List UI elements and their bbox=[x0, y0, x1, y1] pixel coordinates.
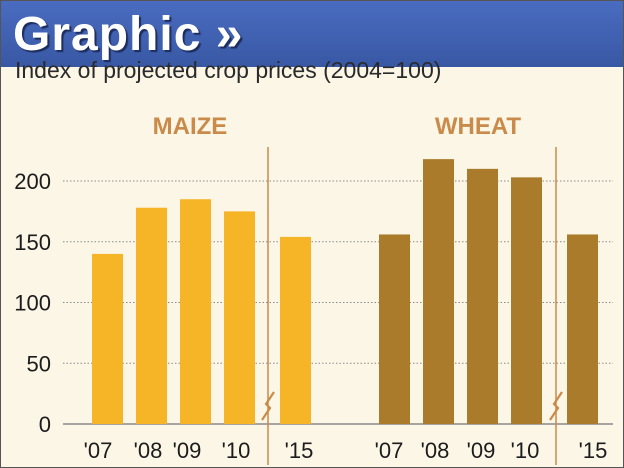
x-tick-label-wheat-3: '10 bbox=[511, 438, 540, 463]
bar-wheat-1 bbox=[423, 159, 454, 424]
y-tick-label-50: 50 bbox=[27, 351, 51, 376]
y-tick-labels: 0 50 100 150 200 bbox=[14, 169, 51, 437]
panel-title-wheat: WHEAT bbox=[435, 113, 522, 140]
bar-wheat-3 bbox=[511, 177, 542, 424]
bar-maize-2 bbox=[180, 199, 211, 424]
axis-break-mark-maize bbox=[261, 391, 275, 421]
bar-wheat-2 bbox=[467, 168, 498, 424]
graphic-title: Graphic » bbox=[13, 8, 244, 61]
x-tick-label-wheat-4: '15 bbox=[579, 438, 608, 463]
header-bar: Graphic » bbox=[1, 1, 623, 67]
bar-maize-3 bbox=[224, 211, 255, 424]
x-tick-label-wheat-0: '07 bbox=[375, 438, 404, 463]
y-tick-label-200: 200 bbox=[14, 169, 51, 194]
y-tick-label-150: 150 bbox=[14, 230, 51, 255]
panel-wheat: WHEAT '07 '08 '09 '10 '15 bbox=[375, 113, 608, 465]
bar-wheat-4 bbox=[567, 234, 598, 424]
y-tick-label-0: 0 bbox=[39, 412, 51, 437]
panel-maize: MAIZE '07 '08 '09 '10 '15 bbox=[84, 113, 314, 465]
bar-maize-1 bbox=[136, 207, 167, 424]
x-tick-label-wheat-1: '08 bbox=[421, 438, 450, 463]
x-tick-label-wheat-2: '09 bbox=[467, 438, 496, 463]
y-tick-label-100: 100 bbox=[14, 291, 51, 316]
chart-subtitle: Index of projected crop prices (2004=100… bbox=[15, 57, 442, 83]
bar-maize-4 bbox=[280, 236, 311, 424]
x-tick-label-maize-1: '08 bbox=[134, 438, 163, 463]
axis-break-mark-wheat bbox=[549, 391, 563, 421]
x-tick-label-maize-2: '09 bbox=[173, 438, 202, 463]
bar-maize-0 bbox=[92, 253, 123, 424]
bar-wheat-0 bbox=[379, 234, 410, 424]
x-tick-label-maize-3: '10 bbox=[222, 438, 251, 463]
x-tick-label-maize-4: '15 bbox=[285, 438, 314, 463]
x-tick-label-maize-0: '07 bbox=[84, 438, 113, 463]
panel-title-maize: MAIZE bbox=[153, 113, 228, 140]
